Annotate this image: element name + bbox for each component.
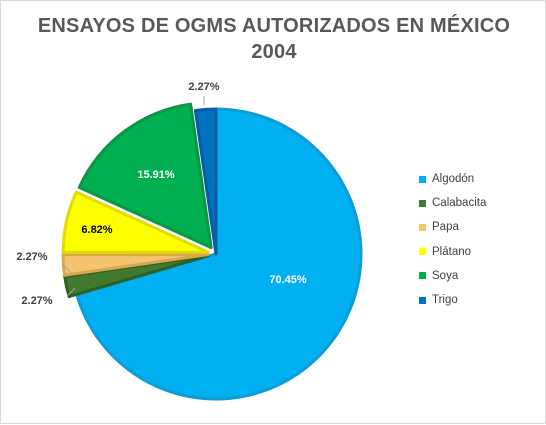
legend-item-algodon: Algodón xyxy=(419,167,486,191)
leader-line-calabacita xyxy=(66,287,76,297)
chart-subtitle: 2004 xyxy=(251,41,297,63)
data-label-platano: 6.82% xyxy=(81,224,112,236)
legend-label: Papa xyxy=(432,221,459,234)
legend-swatch xyxy=(419,223,426,231)
legend-item-papa: Papa xyxy=(419,215,486,239)
data-label-soya: 15.91% xyxy=(137,169,175,181)
data-label-algodon: 70.45% xyxy=(269,274,307,286)
legend-label: Trigo xyxy=(432,294,458,307)
legend-label: Plátano xyxy=(432,245,472,258)
legend-swatch xyxy=(419,296,426,304)
legend-label: Calabacita xyxy=(432,197,487,210)
legend-swatch xyxy=(419,272,426,280)
pie-slice-platano xyxy=(61,190,210,254)
pie-slice-trigo xyxy=(193,107,218,256)
pie-slice-soya xyxy=(77,102,213,250)
data-label-papa: 2.27% xyxy=(16,251,47,263)
legend: Algodón Calabacita Papa Plátano Soya Trigo xyxy=(419,167,486,312)
legend-label: Algodón xyxy=(432,173,475,186)
chart-title: ENSAYOS DE OGMS AUTORIZADOS EN MÉXICO xyxy=(37,15,511,37)
legend-swatch xyxy=(419,248,426,256)
legend-label: Soya xyxy=(432,269,459,282)
legend-item-trigo: Trigo xyxy=(419,288,486,312)
leader-line-papa xyxy=(62,263,72,274)
pie-slice-algodon xyxy=(75,107,363,401)
legend-item-calabacita: Calabacita xyxy=(419,191,486,215)
legend-item-soya: Soya xyxy=(419,264,486,288)
legend-swatch xyxy=(419,175,426,183)
legend-swatch xyxy=(419,199,426,207)
legend-item-platano: Plátano xyxy=(419,240,486,264)
data-label-calabacita: 2.27% xyxy=(21,295,52,307)
data-label-trigo: 2.27% xyxy=(188,81,219,93)
